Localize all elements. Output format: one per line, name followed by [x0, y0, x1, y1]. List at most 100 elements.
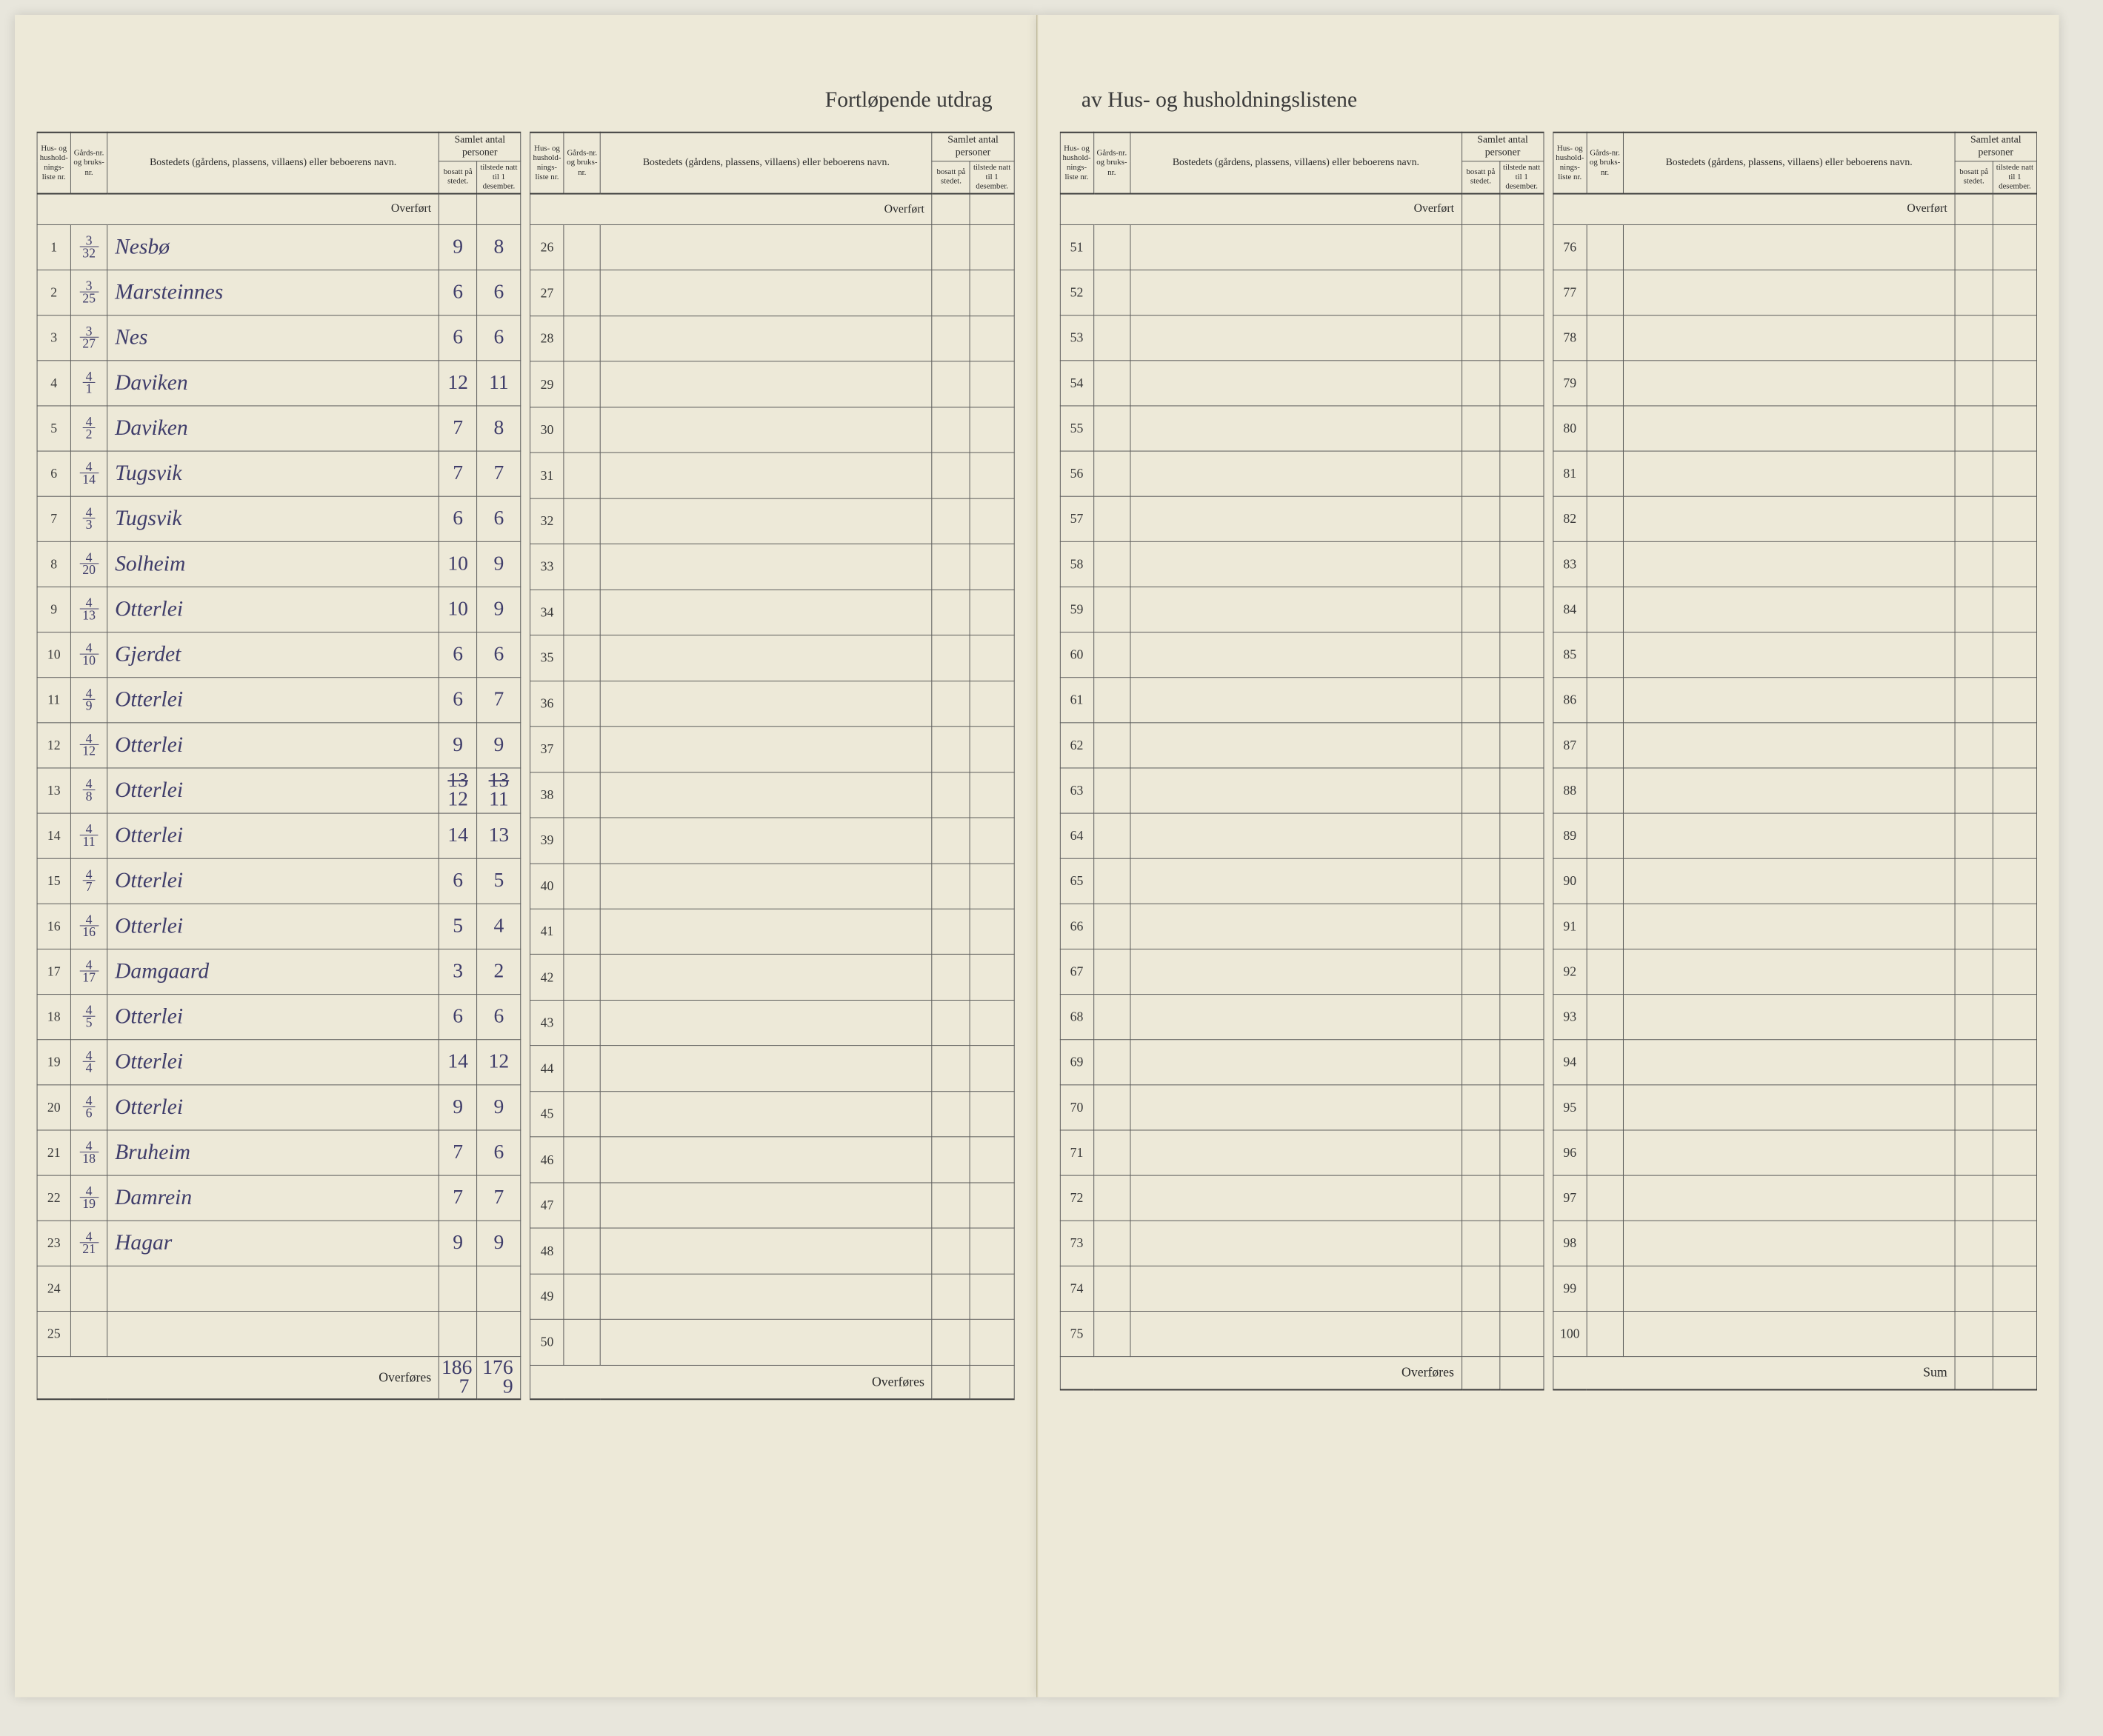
bosted-name: Hagar — [107, 1221, 439, 1266]
table-row: 41 — [530, 909, 1014, 955]
gards-nr: 419 — [70, 1175, 107, 1221]
overfort-row: Overført — [37, 194, 521, 224]
tilstede-count — [970, 635, 1014, 681]
footer-tilstede — [1500, 1356, 1544, 1389]
bosatt-count — [932, 909, 970, 955]
hdr-gards: Gårds-nr. og bruks-nr. — [1093, 133, 1130, 194]
table-row: 88 — [1553, 768, 2037, 813]
bosatt-count: 6 — [439, 858, 477, 904]
bosatt-count — [1462, 224, 1499, 270]
bosted-name: Nesbø — [107, 224, 439, 270]
row-number: 48 — [530, 1228, 564, 1274]
row-number: 14 — [37, 813, 70, 858]
gards-nr — [1587, 541, 1623, 587]
tilstede-count — [1500, 1311, 1544, 1356]
bosatt-count: 5 — [439, 904, 477, 949]
hdr-bosatt: bosatt på stedet. — [439, 161, 477, 193]
bosatt-count — [932, 635, 970, 681]
tilstede-count: 5 — [477, 858, 521, 904]
table-header: Hus- og hushold-nings-liste nr. Gårds-nr… — [1060, 133, 1544, 194]
hdr-bosatt: bosatt på stedet. — [1955, 161, 1993, 193]
bosatt-count: 6 — [439, 315, 477, 360]
gards-nr: 411 — [70, 813, 107, 858]
ledger-spread: Fortløpende utdrag Hus- og hushold-nings… — [15, 15, 2059, 1697]
table-row: 57 — [1060, 496, 1544, 541]
bosted-name: Otterlei — [107, 813, 439, 858]
tilstede-count — [1993, 451, 2036, 496]
tilstede-count: 11 — [477, 360, 521, 405]
tilstede-count — [1500, 1085, 1544, 1130]
bosted-name: Otterlei — [107, 677, 439, 722]
gards-nr — [1587, 632, 1623, 677]
table-row: 74 — [1060, 1266, 1544, 1311]
table-row: 5 42 Daviken 7 8 — [37, 406, 521, 451]
row-number: 61 — [1060, 677, 1093, 722]
table-row: 75 — [1060, 1311, 1544, 1356]
bosted-name — [1623, 768, 1955, 813]
tilstede-count — [1993, 1039, 2036, 1084]
hdr-bosatt: bosatt på stedet. — [932, 161, 970, 193]
bosatt-count — [932, 727, 970, 772]
row-number: 71 — [1060, 1130, 1093, 1175]
tilstede-count: 9 — [477, 1221, 521, 1266]
row-number: 69 — [1060, 1039, 1093, 1084]
table-row: 2 325 Marsteinnes 6 6 — [37, 270, 521, 315]
left-page: Fortløpende utdrag Hus- og hushold-nings… — [15, 15, 1037, 1697]
bosted-name: Otterlei — [107, 1085, 439, 1130]
bosatt-count — [1462, 406, 1499, 451]
tilstede-count — [1993, 1175, 2036, 1221]
table-row: 69 — [1060, 1039, 1544, 1084]
tilstede-count — [1993, 723, 2036, 768]
table-row: 53 — [1060, 315, 1544, 360]
row-number: 66 — [1060, 904, 1093, 949]
tilstede-count — [1993, 360, 2036, 405]
row-number: 57 — [1060, 496, 1093, 541]
bosted-name — [600, 1274, 932, 1320]
gards-nr — [1093, 1266, 1130, 1311]
tilstede-count — [1500, 1221, 1544, 1266]
footer-bosatt — [932, 1365, 970, 1399]
table-row: 43 — [530, 1000, 1014, 1046]
table-row: 18 45 Otterlei 6 6 — [37, 994, 521, 1039]
gards-nr — [1587, 1175, 1623, 1221]
row-number: 96 — [1553, 1130, 1587, 1175]
table-row: 44 — [530, 1046, 1014, 1092]
row-number: 19 — [37, 1039, 70, 1084]
bosted-name: Solheim — [107, 541, 439, 587]
bosatt-count — [932, 772, 970, 818]
gards-nr: 46 — [70, 1085, 107, 1130]
table-row: 28 — [530, 316, 1014, 362]
tilstede-count — [1993, 1130, 2036, 1175]
bosted-name: Otterlei — [107, 1039, 439, 1084]
tilstede-count — [1993, 994, 2036, 1039]
bosted-name — [1623, 1266, 1955, 1311]
row-number: 30 — [530, 407, 564, 453]
bosted-name: Bruheim — [107, 1130, 439, 1175]
row-number: 60 — [1060, 632, 1093, 677]
table-row: 24 — [37, 1266, 521, 1311]
tilstede-count: 8 — [477, 224, 521, 270]
tilstede-count: 7 — [477, 451, 521, 496]
bosatt-count — [1462, 1266, 1499, 1311]
bosatt-count — [1955, 949, 1993, 994]
row-number: 62 — [1060, 723, 1093, 768]
gards-nr — [1093, 994, 1130, 1039]
gards-nr — [1587, 496, 1623, 541]
gards-nr — [1093, 541, 1130, 587]
bosatt-count — [932, 453, 970, 498]
tilstede-count — [970, 1000, 1014, 1046]
hdr-tilstede: tilstede natt til 1 desember. — [477, 161, 521, 193]
row-number: 59 — [1060, 587, 1093, 632]
bosatt-count — [932, 1046, 970, 1092]
bosatt-count — [1955, 270, 1993, 315]
gards-nr: 414 — [70, 451, 107, 496]
bosatt-count — [932, 1274, 970, 1320]
bosatt-count — [932, 1183, 970, 1229]
row-number: 78 — [1553, 315, 1587, 360]
table-row: 85 — [1553, 632, 2037, 677]
bosatt-count — [1462, 1130, 1499, 1175]
tilstede-count: 7 — [477, 1175, 521, 1221]
bosatt-count: 7 — [439, 451, 477, 496]
table-row: 99 — [1553, 1266, 2037, 1311]
gards-nr — [1093, 768, 1130, 813]
